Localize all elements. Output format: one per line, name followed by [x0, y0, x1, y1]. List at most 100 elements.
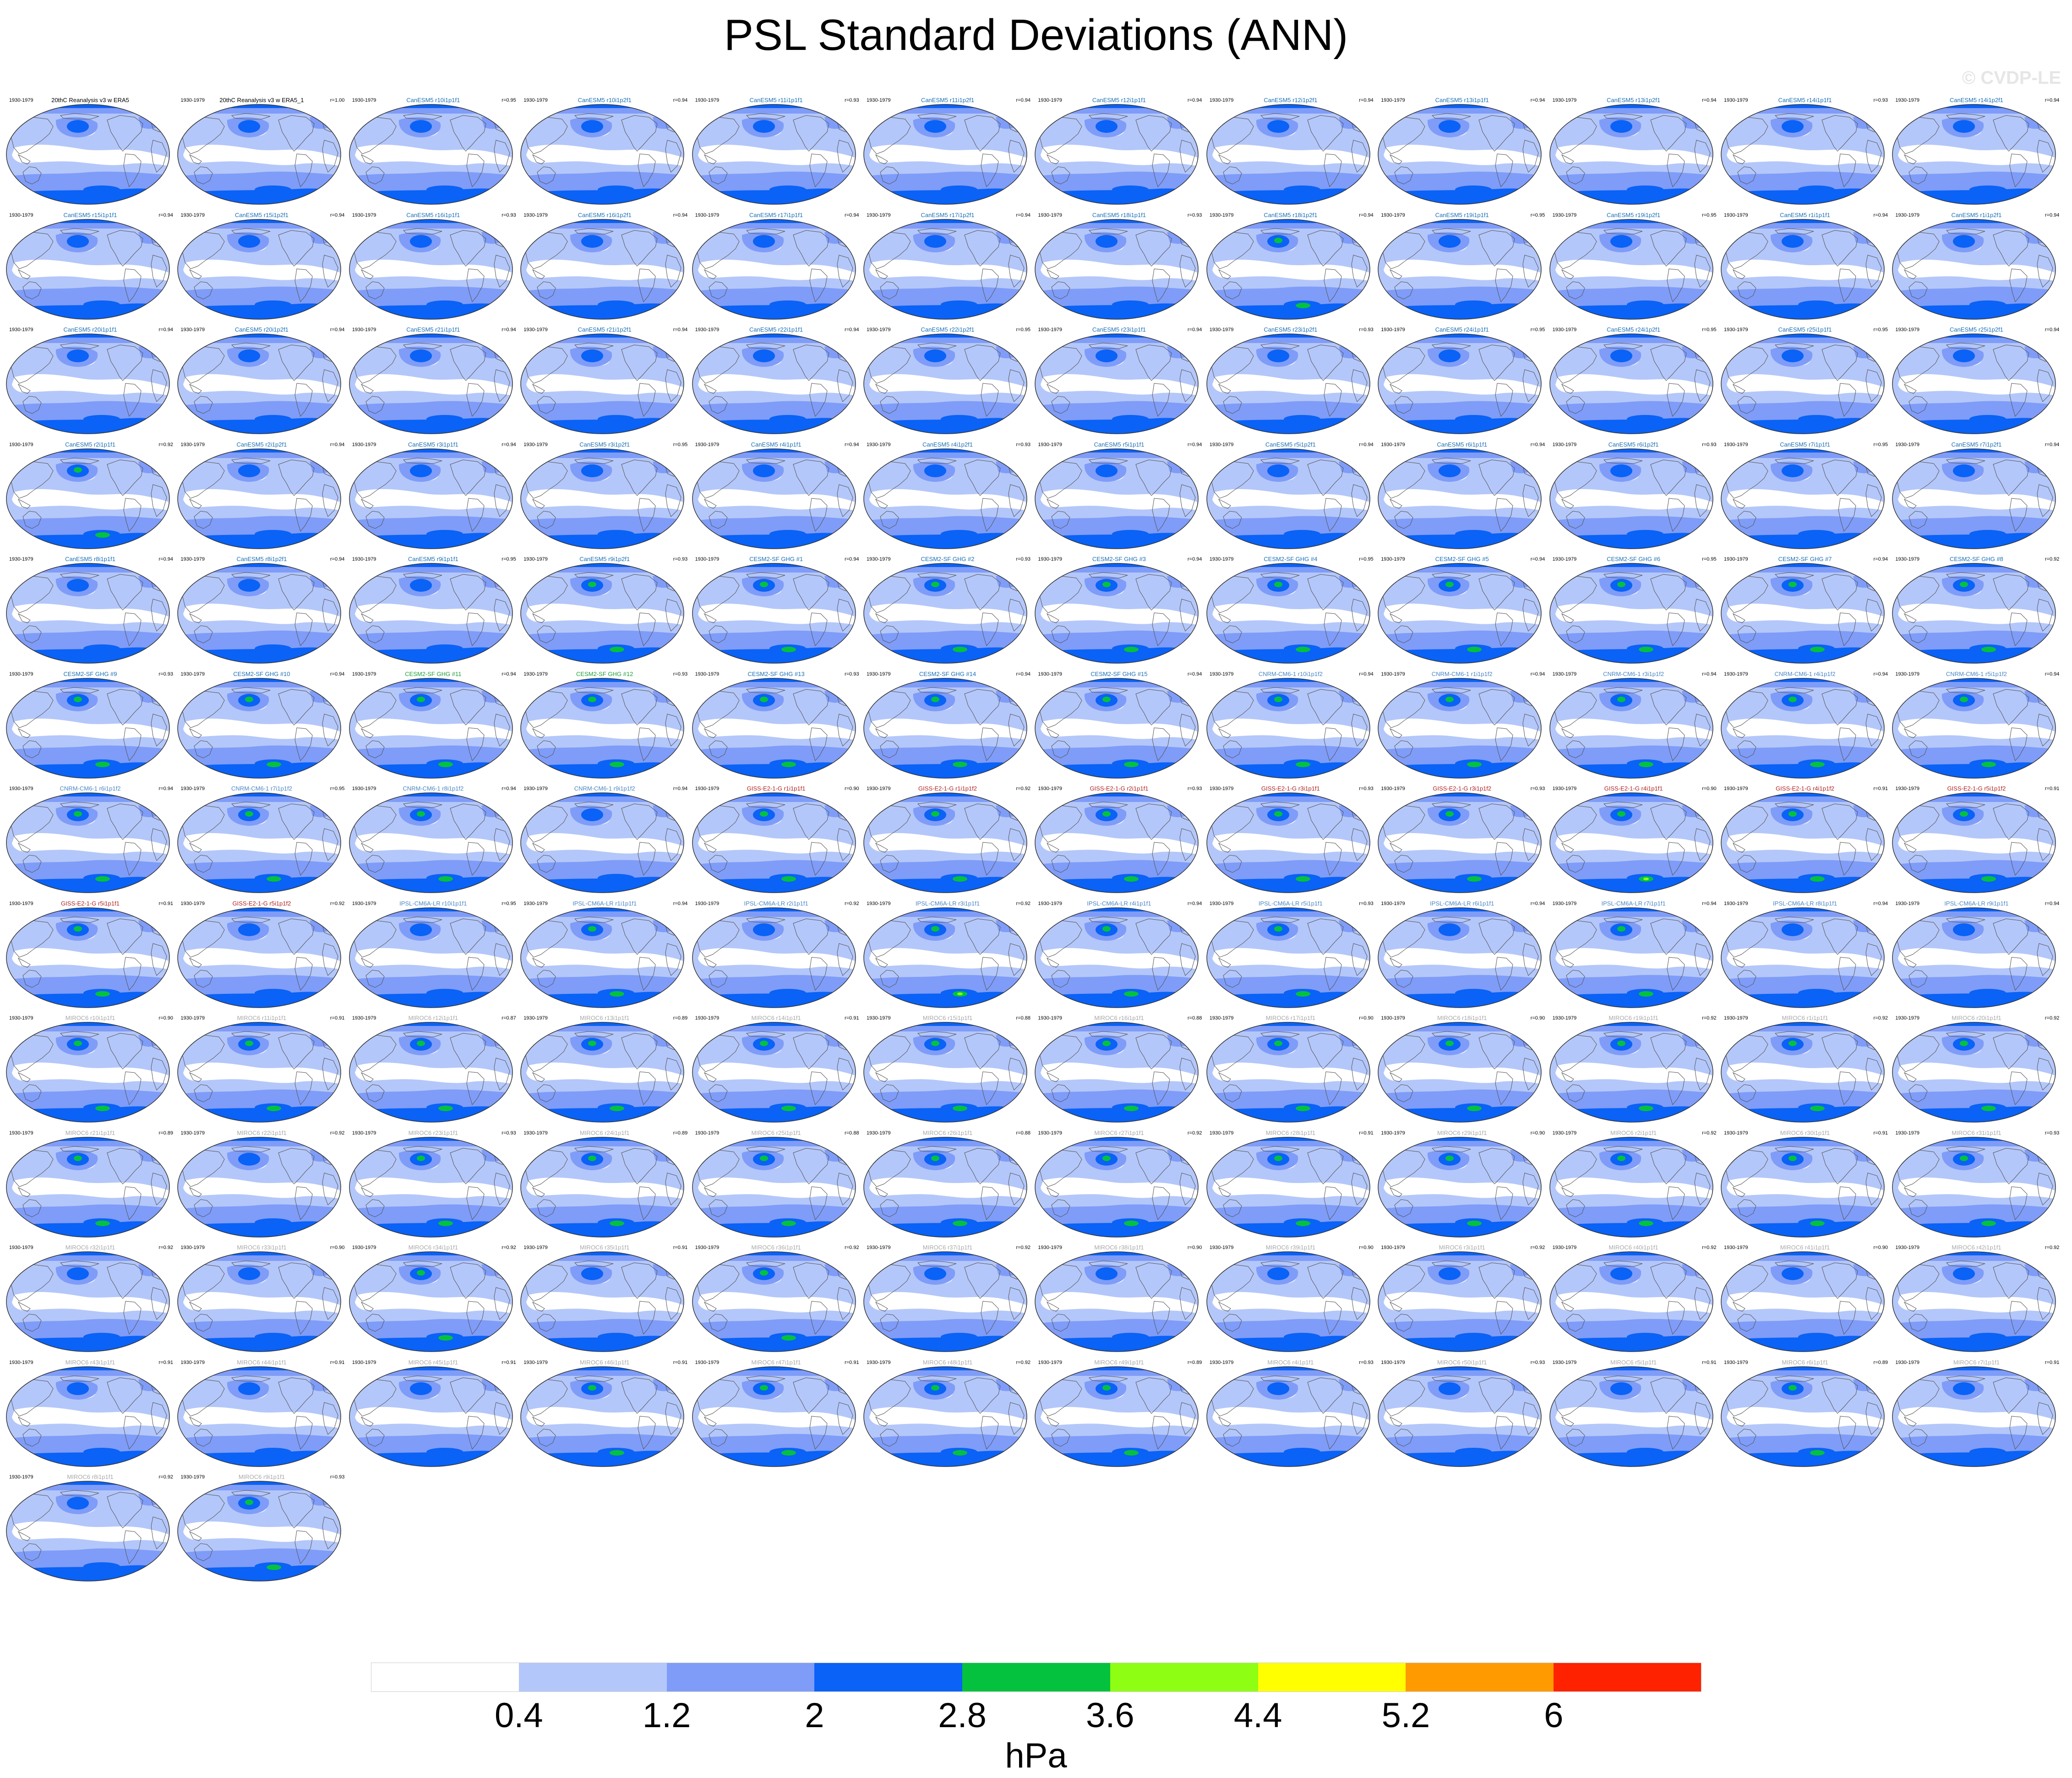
coastline [1351, 828, 1368, 861]
globe-outline [1892, 907, 2056, 1008]
panel-dataset-name: MIROC6 r25i1p1f1 [751, 1129, 801, 1136]
coastline [665, 1402, 682, 1435]
panel-pattern-correlation: r=0.93 [845, 671, 859, 677]
panel-pattern-correlation: r=0.94 [845, 212, 859, 218]
coastline [189, 613, 202, 623]
contour-below-0.4 [1384, 259, 1541, 281]
contour-below-0.4 [354, 603, 512, 625]
contour-2-2.8 [521, 334, 684, 338]
coastline [1946, 457, 1985, 464]
panel-pattern-correlation: r=0.94 [1016, 98, 1031, 103]
contour-below-0.4 [1041, 718, 1198, 740]
coastline [322, 713, 338, 747]
contour-2-2.8 [409, 464, 432, 477]
contour-below-0.4 [183, 1407, 340, 1428]
panel-period: 1930-1979 [1724, 327, 1748, 333]
psl-stddev-map [177, 218, 342, 320]
coastline [875, 728, 888, 738]
map-panel: 1930-1979 GISS-E2-1-G r5i1p1f1 r=0.91 [5, 900, 175, 1016]
coastline [494, 599, 510, 632]
coastline [1089, 1375, 1128, 1381]
psl-stddev-map [520, 792, 684, 893]
globe-outline [692, 1022, 856, 1123]
coastline [123, 268, 142, 302]
coastline [322, 140, 338, 173]
coastline [875, 1301, 888, 1312]
contour-below-0.4 [1727, 374, 1883, 395]
contour-2-2.8 [1953, 923, 1975, 936]
panel-period: 1930-1979 [1552, 1015, 1577, 1021]
coastline [1904, 957, 1917, 968]
contour-2-2.8 [1439, 1267, 1461, 1280]
contour-2-2.8 [1439, 120, 1461, 133]
globe-outline [349, 104, 513, 205]
panel-pattern-correlation: r=0.93 [1873, 98, 1888, 103]
panel-period: 1930-1979 [1209, 442, 1234, 447]
contour-below-0.4 [869, 1062, 1026, 1084]
contour-2-2.8 [864, 1022, 1027, 1026]
coastline [1566, 969, 1585, 988]
panel-period: 1930-1979 [1038, 1130, 1062, 1136]
contour-2-2.8 [1283, 415, 1320, 423]
coastline [151, 713, 167, 747]
coastline [231, 802, 271, 808]
psl-stddev-map [1378, 1366, 1542, 1467]
psl-stddev-map [6, 333, 170, 434]
coastline [107, 1262, 143, 1299]
contour-below-0.4 [1384, 603, 1541, 625]
coastline [1993, 803, 2029, 840]
coastline [1495, 1301, 1513, 1335]
coastline [1089, 1145, 1128, 1152]
coastline [709, 510, 728, 529]
coastline [1047, 154, 1060, 164]
globe-outline [863, 1136, 1027, 1238]
contour-2-2.8 [409, 1382, 432, 1395]
contour-below-0.4 [1384, 948, 1541, 969]
coastline [638, 612, 656, 647]
coastline [17, 269, 31, 279]
contour-2-2.8 [581, 464, 604, 477]
coastline [360, 728, 374, 738]
panel-period: 1930-1979 [1895, 900, 1919, 906]
coastline [1432, 343, 1471, 349]
map-panel: 1930-1979 MIROC6 r28i1p1f1 r=0.91 [1206, 1129, 1375, 1245]
contour-below-0.4 [869, 833, 1026, 854]
globe-outline [863, 907, 1027, 1008]
panel-pattern-correlation: r=0.90 [1702, 786, 1717, 791]
panel-dataset-name: MIROC6 r19i1p1f1 [1609, 1014, 1658, 1021]
coastline [1047, 1187, 1060, 1197]
panel-pattern-correlation: r=0.94 [2045, 900, 2060, 906]
coastline [1908, 969, 1928, 988]
globe-outline [1378, 448, 1542, 549]
coastline [964, 1377, 1001, 1414]
coastline [917, 1260, 957, 1267]
coastline [1089, 572, 1128, 578]
coastline [1694, 1287, 1711, 1320]
globe-outline [1206, 792, 1370, 893]
globe-outline [1378, 1251, 1542, 1352]
panel-dataset-name: GISS-E2-1-G r3i1p1f1 [1261, 785, 1320, 792]
coastline [466, 497, 485, 532]
coastline [294, 1186, 313, 1220]
coastline [981, 956, 999, 991]
coastline [1946, 687, 1985, 693]
coastline [1307, 688, 1344, 725]
panel-period: 1930-1979 [695, 900, 720, 906]
panel-dataset-name: CNRM-CM6-1 r10i1p1f2 [1258, 670, 1323, 677]
psl-stddev-map [1892, 1366, 2056, 1467]
coastline [403, 113, 442, 120]
coastline [1051, 1084, 1070, 1102]
panel-period: 1930-1979 [1209, 1015, 1234, 1021]
contour-2-2.8 [409, 349, 432, 362]
map-panel: 1930-1979 CanESM5 r13i1p2f1 r=0.94 [1549, 97, 1718, 213]
contour-below-0.4 [869, 1292, 1026, 1313]
globe-outline [177, 1481, 342, 1582]
coastline [1135, 1033, 1172, 1069]
coastline [189, 269, 202, 279]
panel-dataset-name: MIROC6 r22i1p1f1 [237, 1129, 287, 1136]
panel-pattern-correlation: r=0.92 [1016, 1245, 1031, 1250]
panel-period: 1930-1979 [9, 1015, 33, 1021]
coastline [917, 1375, 957, 1381]
coastline [621, 803, 658, 840]
coastline [17, 1301, 31, 1312]
